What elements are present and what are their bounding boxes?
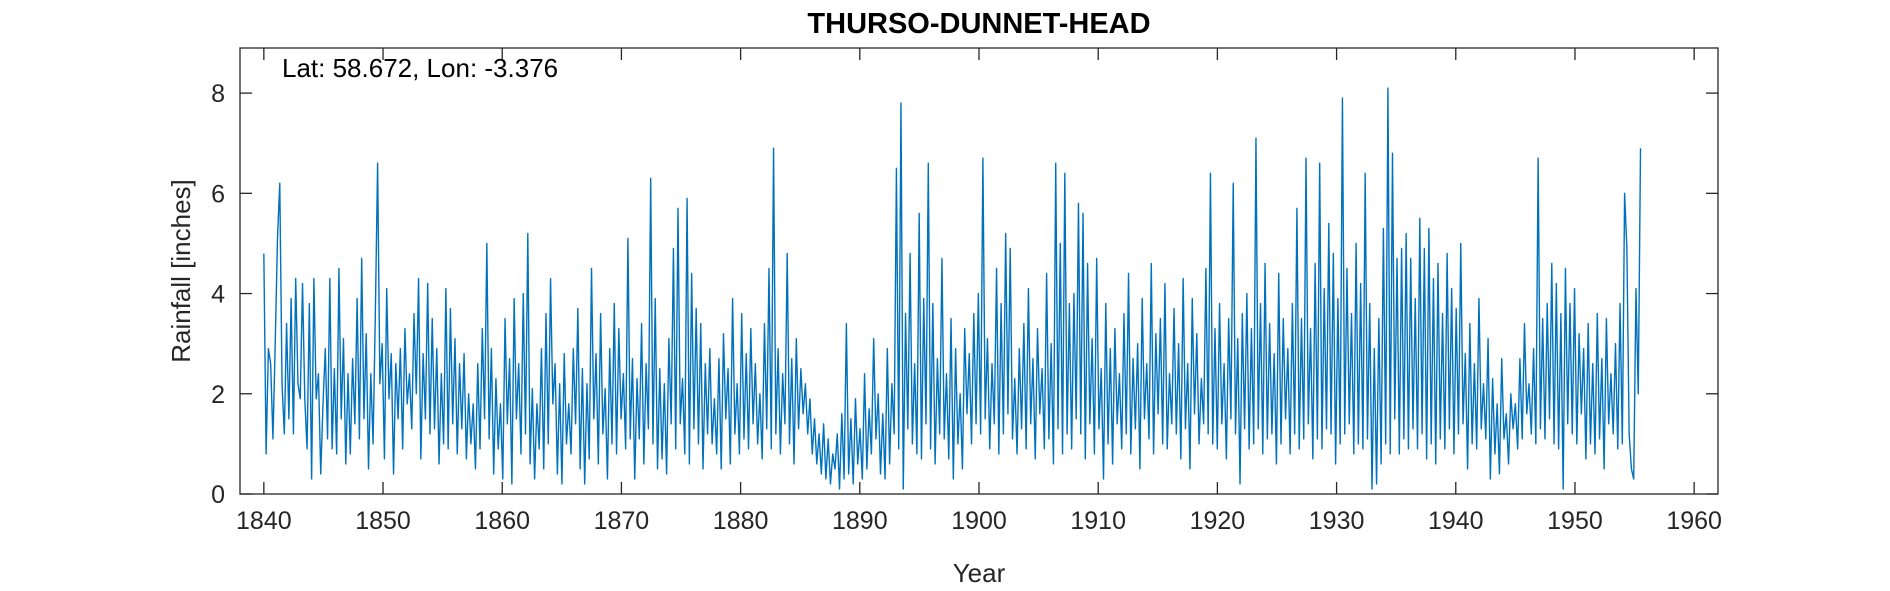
x-tick-label: 1880 — [713, 507, 769, 535]
y-axis-label: Rainfall [inches] — [166, 179, 196, 363]
x-tick-label: 1950 — [1547, 507, 1603, 535]
x-tick-label: 1840 — [236, 507, 292, 535]
x-tick-label: 1900 — [951, 507, 1007, 535]
tick-labels-layer: 1840 1850 1860 1870 1880 1890 1900 1910 1920 1930… — [211, 80, 1722, 535]
x-tick-label: 1870 — [594, 507, 650, 535]
y-tick-label: 8 — [211, 80, 225, 108]
chart-title: THURSO-DUNNET-HEAD — [807, 8, 1150, 40]
x-tick-label: 1960 — [1666, 507, 1722, 535]
x-tick-label: 1910 — [1070, 507, 1126, 535]
series-layer — [263, 87, 1642, 490]
x-tick-label: 1940 — [1428, 507, 1484, 535]
y-tick-label: 4 — [211, 281, 225, 309]
y-tick-label: 0 — [211, 481, 225, 509]
rainfall-series-line — [263, 87, 1642, 490]
x-tick-label: 1890 — [832, 507, 888, 535]
x-tick-label: 1860 — [474, 507, 530, 535]
location-annotation: Lat: 58.672, Lon: -3.376 — [282, 53, 558, 83]
x-tick-label: 1930 — [1309, 507, 1365, 535]
x-tick-label: 1920 — [1190, 507, 1246, 535]
y-tick-label: 6 — [211, 180, 225, 208]
x-tick-label: 1850 — [355, 507, 411, 535]
y-tick-label: 2 — [211, 381, 225, 409]
plot-area-frame — [239, 47, 1719, 495]
x-axis-label: Year — [953, 558, 1006, 588]
ticks-layer — [240, 48, 1718, 495]
